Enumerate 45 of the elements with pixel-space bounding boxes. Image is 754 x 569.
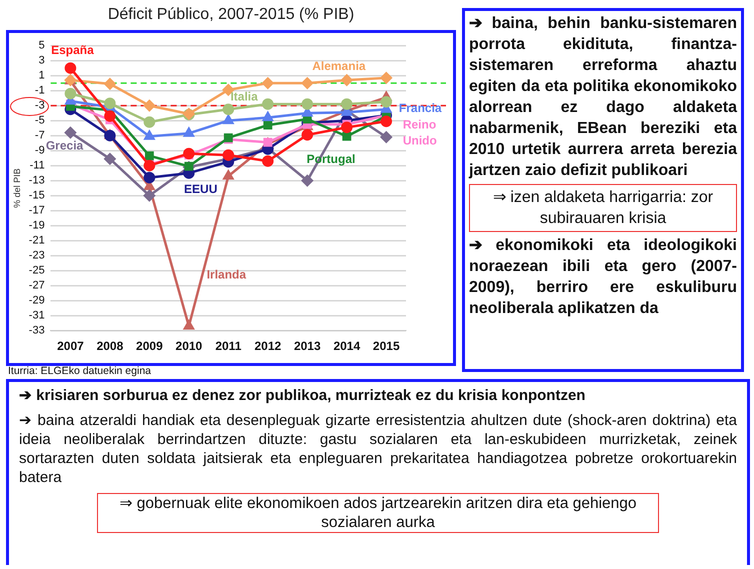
y-tick-label: -31 bbox=[28, 310, 45, 322]
y-tick-label: -5 bbox=[34, 114, 45, 127]
series-label: Grecia bbox=[46, 138, 84, 152]
series-label: EEUU bbox=[184, 182, 218, 196]
x-tick-label: 2007 bbox=[57, 339, 84, 354]
x-tick-label: 2008 bbox=[96, 339, 124, 354]
y-tick-label: -29 bbox=[28, 294, 45, 307]
y-tick-label: -25 bbox=[28, 264, 45, 277]
x-tick-label: 2011 bbox=[215, 339, 242, 354]
x-tick-label: 2015 bbox=[372, 339, 400, 354]
y-tick-label: -3 bbox=[34, 100, 45, 112]
text: Iturria: ELGEko datuekin egina bbox=[8, 365, 152, 377]
y-tick-label: -15 bbox=[28, 190, 45, 202]
y-tick-label: -13 bbox=[28, 174, 45, 187]
y-tick-label: 5 bbox=[38, 40, 45, 52]
y-tick-label: 3 bbox=[38, 54, 45, 67]
text: ➔ baina, behin banku-sistemaren porrota ekidituta, finantza-sistemaren erreforma ahaztu egiten da eta politika ekonomikoko alorrean ez dago aldaketa nabarmenik, EBean bereziki eta 2010 urtetik aurrera arreta berezia jartzen zaio defizit publikoari bbox=[469, 14, 737, 181]
y-tick-label: -27 bbox=[28, 280, 45, 292]
y-tick-label: 1 bbox=[38, 70, 45, 82]
series-label: Irlanda bbox=[206, 267, 246, 282]
x-tick-label: 2012 bbox=[254, 339, 282, 354]
series-label: Reino Unido bbox=[402, 117, 437, 148]
x-tick-label: 2014 bbox=[333, 339, 360, 354]
x-tick-label: 2010 bbox=[176, 339, 203, 354]
series-label: Alemania bbox=[312, 58, 366, 73]
text: ➔ baina atzeraldi handiak eta desenpleguak gizarte erresistentzia ahultzen dute (shock-aren doktrina) eta ideia neoliberalak berrindartzen dituzte: gastu sozialaren eta lan-eskubideen murrizketak, zeinek sortarazten duten soldata jaitsierak eta enpleguaren prekaritatea handiagotzea pobretze orokortuarekin batera bbox=[19, 411, 737, 487]
y-tick-label: -23 bbox=[28, 250, 45, 262]
series-label: Italia bbox=[230, 90, 258, 104]
y-tick-label: -21 bbox=[28, 234, 45, 247]
text: ⇒ izen aldaketa harrigarria: zor subirauaren krisia bbox=[469, 184, 737, 232]
y-tick-label: -17 bbox=[28, 204, 45, 217]
y-tick-label: -11 bbox=[30, 160, 45, 172]
text: ➔ krisiaren sorburua ez denez zor publikoa, murrizteak ez du krisia konpontzen bbox=[19, 386, 586, 405]
y-tick-label: -33 bbox=[28, 324, 45, 337]
y-tick-label: -9 bbox=[34, 144, 45, 157]
x-tick-label: 2013 bbox=[294, 339, 321, 354]
y-tick-label: -1 bbox=[34, 84, 45, 97]
y-axis-title: % del PIB bbox=[12, 168, 22, 208]
y-tick-label: -19 bbox=[28, 220, 45, 232]
text: ➔ ekonomikoki eta ideologikoki noraezean ibili eta gero (2007-2009), berriro ere eskuliburu neoliberala aplikatzen da bbox=[469, 236, 737, 319]
x-tick-label: 2009 bbox=[136, 339, 164, 354]
series-label: España bbox=[51, 43, 94, 58]
text: ⇒ gobernuak elite ekonomikoen ados jartzearekin aritzen dira eta gehiengo sozialaren aurka bbox=[97, 493, 659, 533]
y-tick-label: -7 bbox=[34, 130, 45, 142]
chart-title: Déficit Público, 2007-2015 (% PIB) bbox=[106, 6, 356, 24]
